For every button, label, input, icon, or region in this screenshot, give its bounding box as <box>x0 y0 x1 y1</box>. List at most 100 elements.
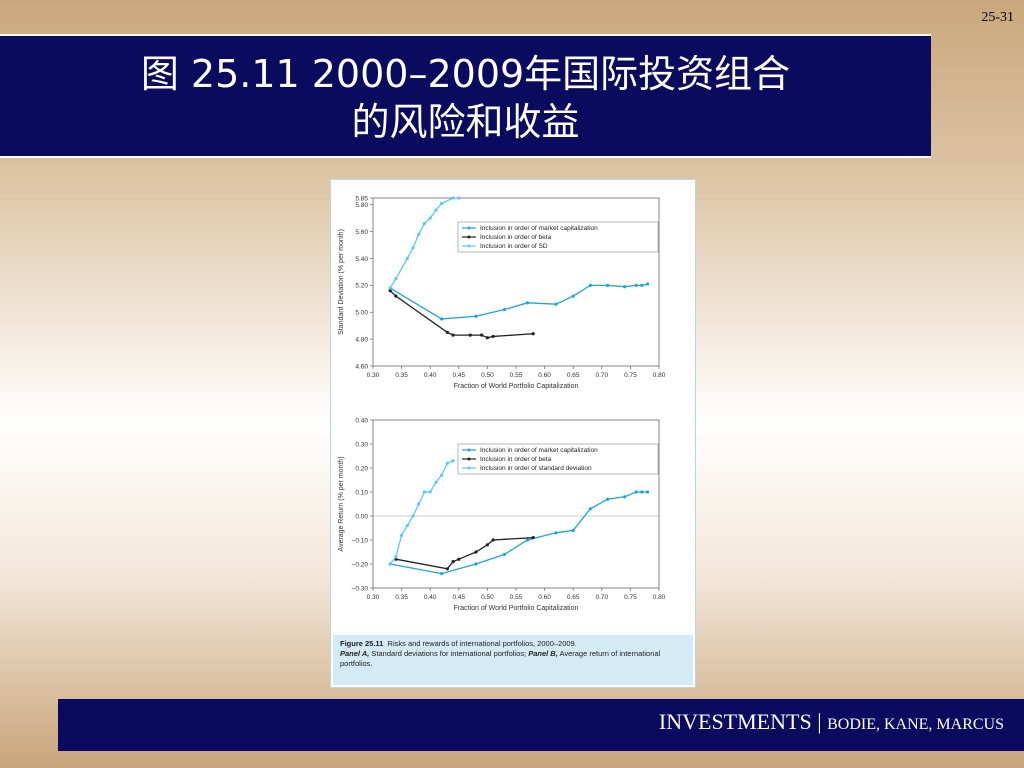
panel-a-label: Panel A, <box>340 649 370 658</box>
panel-a-series-2-point <box>434 208 438 212</box>
panel-b-series-0-point <box>588 507 592 511</box>
panel-b-series-2-point <box>428 490 432 494</box>
panel-b-y-tick-label: 0.30 <box>355 441 368 448</box>
panel-a-y-tick-label: 5.80 <box>355 202 368 209</box>
figure-title: Risks and rewards of international portf… <box>387 639 577 648</box>
panel-b-x-tick-label: 0.50 <box>481 594 494 601</box>
panel-b-series-2-point <box>394 555 398 559</box>
panel-b-series-2-point <box>451 459 455 463</box>
panel-b-x-axis-label: Fraction of World Portfolio Capitalizati… <box>454 605 579 612</box>
panel-a-series-1-point <box>531 332 535 336</box>
panel-b-series-0-point <box>623 495 627 499</box>
panel-a-series-1-point <box>468 333 472 337</box>
panel-b-x-tick-label: 0.55 <box>510 594 523 601</box>
panel-b-series-0-point <box>645 490 650 494</box>
panel-a-series-1-point <box>491 334 495 339</box>
panel-b-series-0-point <box>634 490 638 494</box>
panel-a-series-1-point <box>451 333 455 337</box>
panel-a-legend-marker <box>467 226 471 230</box>
title-line-1: 图 25.11 2000–2009年国际投资组合 <box>140 52 791 96</box>
panel-b-y-tick-label: −0.20 <box>352 561 369 568</box>
panel-b-series-0-point <box>525 538 530 542</box>
panel-b-legend-label: Inclusion in order of standard deviation <box>480 465 592 472</box>
slide-title: 图 25.11 2000–2009年国际投资组合 的风险和收益 <box>0 50 931 146</box>
panel-b-legend <box>457 443 659 475</box>
panel-a-series-0-point <box>605 283 610 287</box>
panel-a-series-1-point <box>485 336 489 340</box>
panel-a-x-tick-label: 0.60 <box>538 372 551 379</box>
panel-a-x-tick-label: 0.30 <box>367 372 380 379</box>
panel-b-series-2-point <box>422 490 427 494</box>
panel-a-series-1-point <box>445 330 449 334</box>
panel-b-series-2-point <box>440 473 444 477</box>
panel-a-y-tick-label: 5.85 <box>355 195 368 202</box>
panel-b-label: Panel B, <box>528 649 558 658</box>
panel-a-series-2-point <box>405 256 409 261</box>
panel-a-x-tick-label: 0.35 <box>395 372 408 379</box>
panel-a-legend-label: Inclusion in order of SD <box>480 243 548 250</box>
panel-b-legend-label: Inclusion in order of market capitalizat… <box>480 447 598 454</box>
panel-a-x-tick-label: 0.55 <box>510 372 523 379</box>
panel-b-x-tick-label: 0.75 <box>624 594 637 601</box>
panel-a-series-0-point <box>474 314 478 318</box>
panel-a-x-tick-label: 0.75 <box>624 372 637 379</box>
panel-b-series-1-point <box>491 538 495 542</box>
panel-a-y-tick-label: 5.60 <box>355 229 368 236</box>
panel-b-series-0-point <box>440 572 444 576</box>
panel-a-y-tick-label: 4.80 <box>355 336 368 343</box>
title-line-2: 的风险和收益 <box>351 100 580 144</box>
panel-b-series-2-point <box>400 533 404 537</box>
panel-a-legend-marker <box>467 235 471 239</box>
panel-b-x-tick-label: 0.80 <box>653 594 666 601</box>
panel-a-series-0-point <box>634 283 638 287</box>
panel-a-x-tick-label: 0.65 <box>567 372 580 379</box>
panel-b-y-tick-label: 0.20 <box>355 465 368 472</box>
panel-b-y-tick-label: −0.30 <box>352 585 369 592</box>
panel-b-series-0-point <box>502 552 507 556</box>
panel-a-text: Standard deviations for international po… <box>371 649 527 658</box>
panel-a-x-tick-label: 0.45 <box>452 372 465 379</box>
figure-card: 0.30 0.35 0.40 0.45 0.50 0.55 0.60 0.65 0.70 0.75… <box>330 179 696 688</box>
panel-b-series-0-point <box>640 490 644 494</box>
panel-b-series-0-point <box>474 562 478 566</box>
footer-separator: | <box>811 709 828 734</box>
panel-b-y-axis-label: Average Return (% per month) <box>338 456 345 551</box>
panel-a-series-2-point <box>411 246 415 250</box>
panel-a-series-1-point <box>388 289 392 293</box>
panel-b-x-tick-label: 0.30 <box>367 594 380 601</box>
footer-authors: BODIE, KANE, MARCUS <box>827 716 1004 733</box>
panel-a-series-0-point <box>588 283 592 287</box>
panel-b-series-2-point <box>445 461 449 465</box>
panel-a-series-2-point <box>422 221 427 226</box>
panel-a-series-1-point <box>394 294 398 298</box>
panel-b-series-1-point <box>485 543 489 547</box>
panel-a-x-tick-label: 0.70 <box>595 372 608 379</box>
panel-a-x-tick-label: 0.50 <box>481 372 494 379</box>
panel-b-y-tick-label: −0.10 <box>352 537 369 544</box>
panel-b-x-tick-label: 0.35 <box>395 594 408 601</box>
slide-number: 25-31 <box>981 10 1014 25</box>
figure-caption: Figure 25.11 Risks and rewards of intern… <box>333 635 693 685</box>
panel-b-series-line-2 <box>389 460 454 565</box>
title-bar: 图 25.11 2000–2009年国际投资组合 的风险和收益 <box>0 34 931 158</box>
panel-a-legend-label: Inclusion in order of market capitalizat… <box>480 225 598 232</box>
chart-panel-a: 0.30 0.35 0.40 0.45 0.50 0.55 0.60 0.65 0.70 0.75… <box>338 195 666 390</box>
footer-text: INVESTMENTS | BODIE, KANE, MARCUS <box>659 709 1004 735</box>
chart-panel-b: 0.30 0.35 0.40 0.45 0.50 0.55 0.60 0.65 0.70 0.75… <box>338 417 666 612</box>
panel-a-legend <box>457 221 659 253</box>
panel-a-series-0-point <box>640 283 644 287</box>
figure-label: Figure 25.11 <box>340 639 384 648</box>
panel-b-text: Average return of international portfoli… <box>340 649 661 668</box>
panel-a-series-0-point <box>645 282 650 286</box>
panel-b-series-0-point <box>554 531 558 535</box>
panel-a-y-tick-label: 4.60 <box>355 363 368 370</box>
panel-b-series-2-point <box>405 524 409 528</box>
panel-a-series-0-point <box>440 317 444 321</box>
panel-a-x-axis-label: Fraction of World Portfolio Capitalizati… <box>454 383 579 390</box>
panel-b-series-0-point <box>571 528 575 532</box>
panel-b-legend-marker <box>467 466 471 470</box>
panel-a-series-0-point <box>554 302 558 306</box>
panel-b-series-1-point <box>531 536 535 540</box>
panel-b-y-tick-label: 0.00 <box>355 513 368 520</box>
panel-a-series-2-point <box>428 216 432 220</box>
